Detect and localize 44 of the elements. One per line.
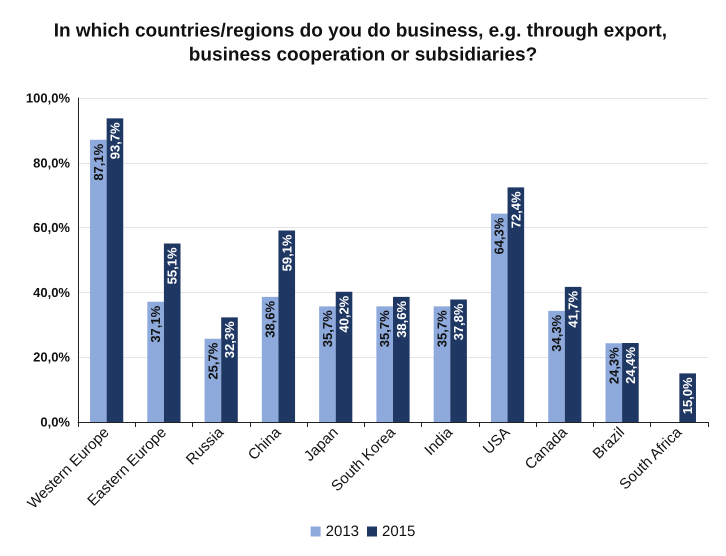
y-tick-label: 100,0% xyxy=(26,90,70,106)
legend-label: 2015 xyxy=(382,523,416,540)
chart-title: In which countries/regions do you do business, e.g. through export, business cooperation or subsidiaries? xyxy=(54,20,672,66)
y-tick-label: 0,0% xyxy=(40,414,70,430)
data-label: 59,1% xyxy=(279,234,294,272)
bar xyxy=(147,302,164,422)
data-label: 37,1% xyxy=(148,305,164,343)
bar xyxy=(490,214,508,422)
legend-label: 2013 xyxy=(326,523,360,540)
data-label: 55,1% xyxy=(164,247,180,284)
bar xyxy=(90,140,107,422)
data-label: 72,4% xyxy=(508,190,524,228)
bar xyxy=(221,317,238,422)
bar xyxy=(564,286,582,422)
data-label: 32,3% xyxy=(222,320,237,358)
data-label: 40,2% xyxy=(336,295,352,333)
data-label: 64,3% xyxy=(492,217,507,255)
data-label: 35,7% xyxy=(434,310,450,348)
bar xyxy=(434,306,450,422)
data-label: 24,4% xyxy=(622,346,638,384)
bar xyxy=(106,118,124,422)
data-label: 93,7% xyxy=(107,122,122,160)
data-label: 34,3% xyxy=(549,314,564,352)
bar xyxy=(508,187,524,422)
data-label: 37,8% xyxy=(451,303,466,340)
y-tick-label: 80,0% xyxy=(33,155,70,170)
y-tick-label: 20,0% xyxy=(33,350,70,365)
data-label: 35,7% xyxy=(377,310,392,348)
bar xyxy=(278,230,296,422)
data-label: 15,0% xyxy=(680,376,696,414)
y-tick-label: 40,0% xyxy=(33,284,70,300)
data-label: 35,7% xyxy=(320,310,335,348)
bar xyxy=(336,292,352,422)
bar xyxy=(164,243,181,422)
data-label: 24,3% xyxy=(606,346,622,384)
data-label: 87,1% xyxy=(90,143,106,181)
data-label: 38,6% xyxy=(262,300,278,338)
data-label: 38,6% xyxy=(394,300,409,338)
bar xyxy=(450,300,467,422)
x-tick-label: USA xyxy=(480,424,514,458)
data-label: 41,7% xyxy=(566,290,581,328)
bar xyxy=(548,310,565,422)
y-tick-label: 60,0% xyxy=(33,220,70,236)
data-label: 25,7% xyxy=(205,342,220,380)
